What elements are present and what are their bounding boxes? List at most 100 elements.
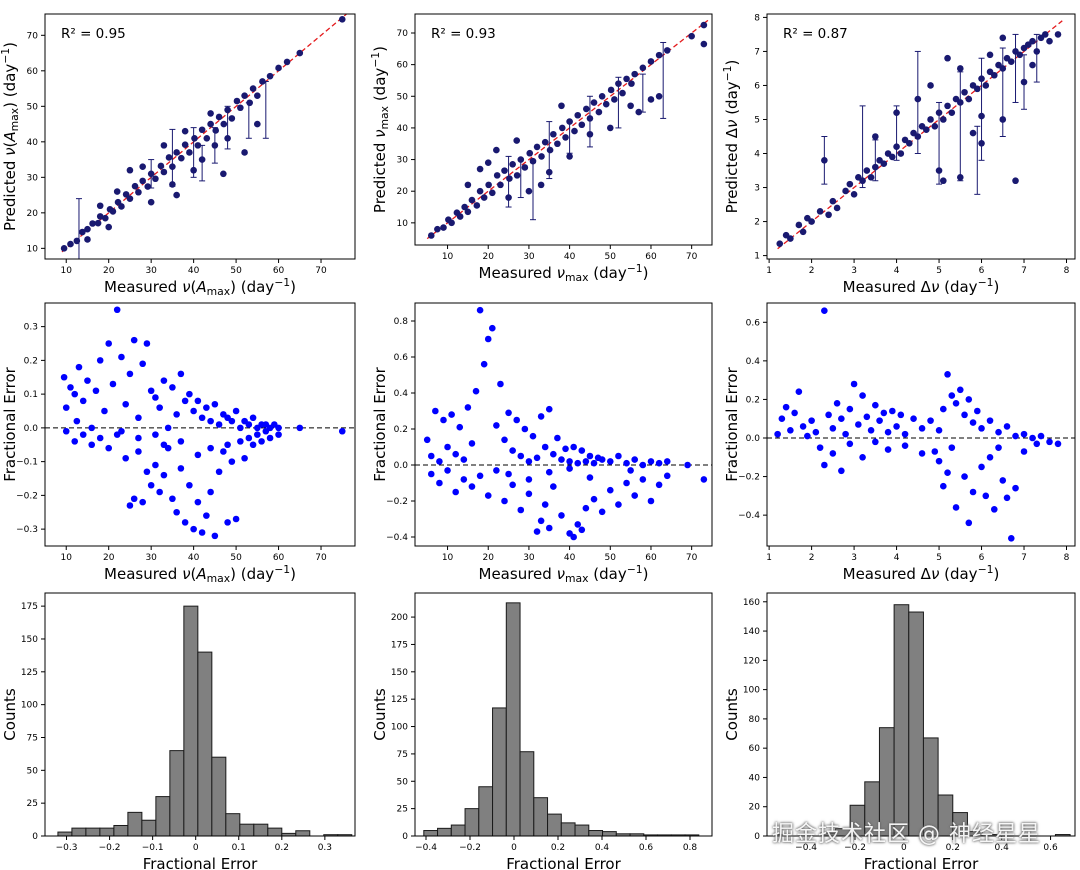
data-point <box>525 458 533 465</box>
data-point <box>965 95 973 103</box>
data-point <box>684 461 691 469</box>
data-point <box>880 409 888 417</box>
axes-frame <box>766 592 1076 837</box>
data-point <box>521 425 529 433</box>
data-point <box>952 504 960 511</box>
y-axis-label: Predicted Δν (day−1) <box>721 60 742 214</box>
axes-frame <box>414 13 713 246</box>
y-tick-label: 5 <box>754 115 760 125</box>
data-point <box>631 456 638 463</box>
data-point <box>275 64 282 72</box>
data-point <box>126 370 134 378</box>
data-point <box>1046 37 1053 45</box>
data-point <box>606 458 614 465</box>
data-point <box>628 80 635 87</box>
x-tick-label: −0.2 <box>844 843 866 853</box>
x-tick-label: 4 <box>894 266 900 276</box>
data-point <box>249 441 257 449</box>
data-point <box>1007 58 1015 65</box>
data-point <box>570 533 577 541</box>
data-point <box>228 417 236 425</box>
data-point <box>529 157 537 165</box>
x-tick-label: 30 <box>145 266 157 276</box>
data-point <box>846 440 854 448</box>
data-point <box>92 387 100 395</box>
data-point <box>139 360 146 368</box>
x-tick-label: 50 <box>230 553 242 563</box>
x-axis-label: Measured ν(Amax) (day−1) <box>104 563 296 585</box>
x-tick-label: 10 <box>442 252 454 262</box>
data-point <box>211 400 219 408</box>
data-point <box>169 495 176 503</box>
x-tick-label: 50 <box>605 553 617 563</box>
y-tick-label: 200 <box>391 613 408 623</box>
data-point <box>472 387 480 395</box>
y-tick-label: 0.0 <box>746 434 761 444</box>
data-layer-resid_numax <box>415 306 712 541</box>
histogram-bar <box>141 819 157 836</box>
data-point <box>655 459 663 467</box>
data-point <box>67 384 74 391</box>
data-point <box>505 194 512 201</box>
data-point <box>1037 432 1045 440</box>
x-tick-label: 0.2 <box>551 843 565 853</box>
data-point <box>493 467 500 474</box>
data-point <box>423 436 431 444</box>
data-point <box>122 400 129 408</box>
data-point <box>590 495 598 503</box>
data-point <box>948 444 956 451</box>
data-point <box>700 21 708 29</box>
data-point <box>203 512 210 519</box>
y-tick-label: 0.4 <box>394 389 409 399</box>
data-point <box>973 85 981 93</box>
data-point <box>533 454 541 462</box>
panel-hist_dnu: −0.4 −0.2 0 0.2 0.4 0.6 0 20 40 60 80 100 120 140 160 F… <box>723 592 1076 870</box>
data-point <box>562 134 569 141</box>
data-point <box>147 198 155 206</box>
data-point <box>863 167 871 174</box>
data-point <box>152 431 159 438</box>
data-point <box>135 434 142 442</box>
data-point <box>606 124 614 132</box>
y-axis-label: Predicted ν(Amax) (day−1) <box>0 42 21 231</box>
data-point <box>212 127 220 134</box>
y-tick-label: 0.6 <box>394 353 409 363</box>
data-point <box>956 386 964 394</box>
x-tick-label: 20 <box>103 266 115 276</box>
y-tick-label: 60 <box>27 67 39 77</box>
data-point <box>982 492 990 500</box>
data-point <box>105 340 112 347</box>
y-tick-label: −0.2 <box>738 473 760 483</box>
data-point <box>160 471 168 479</box>
data-point <box>956 65 964 72</box>
data-point <box>164 424 172 432</box>
x-tick-label: 6 <box>979 266 985 276</box>
data-point <box>101 407 108 415</box>
data-point <box>586 474 594 481</box>
y-tick-label: 140 <box>743 627 760 637</box>
data-point <box>228 458 236 465</box>
data-point <box>73 417 81 425</box>
data-point <box>986 417 994 424</box>
data-point <box>501 167 508 174</box>
data-point <box>1029 434 1036 442</box>
data-point <box>186 390 193 398</box>
data-point <box>897 411 905 419</box>
data-point <box>211 142 219 149</box>
data-point <box>999 116 1007 123</box>
x-tick-label: 5 <box>936 266 942 276</box>
data-point <box>550 483 557 490</box>
data-point <box>173 191 180 199</box>
data-layer-hist_amax <box>57 605 353 836</box>
data-point <box>859 453 866 461</box>
data-point <box>615 80 622 87</box>
axes-frame <box>414 302 713 547</box>
data-point <box>889 153 896 161</box>
histogram-bar <box>478 786 494 836</box>
y-tick-label: 20 <box>749 803 761 813</box>
data-point <box>88 441 96 449</box>
data-point <box>799 228 807 236</box>
data-point <box>254 92 261 99</box>
data-point <box>440 224 447 231</box>
y-tick-label: 70 <box>27 31 39 41</box>
